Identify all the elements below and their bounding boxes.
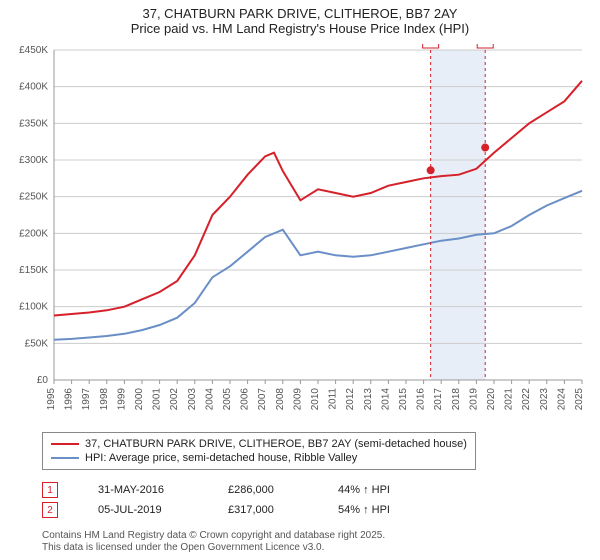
svg-text:2007: 2007 [257,388,268,411]
chart-title-2: Price paid vs. HM Land Registry's House … [0,21,600,36]
svg-text:2013: 2013 [363,388,374,411]
marker-delta-2: 54% ↑ HPI [338,504,428,516]
legend-box: 37, CHATBURN PARK DRIVE, CLITHEROE, BB7 … [42,432,476,470]
marker-row-2: 2 05-JUL-2019 £317,000 54% ↑ HPI [42,500,428,520]
svg-text:2025: 2025 [574,388,585,411]
svg-text:2024: 2024 [556,388,567,411]
svg-text:2017: 2017 [433,388,444,411]
svg-text:£450K: £450K [19,45,48,56]
marker-date-2: 05-JUL-2019 [98,504,188,516]
svg-text:2009: 2009 [292,388,303,411]
svg-text:2005: 2005 [222,388,233,411]
svg-text:2020: 2020 [486,388,497,411]
marker-price-1: £286,000 [228,484,298,496]
svg-text:£200K: £200K [19,228,48,239]
svg-text:£50K: £50K [25,338,49,349]
svg-text:2015: 2015 [398,388,409,411]
svg-text:1999: 1999 [116,388,127,411]
chart-title-1: 37, CHATBURN PARK DRIVE, CLITHEROE, BB7 … [0,6,600,21]
chart-svg: £0 £50K £100K £150K £200K £250K £300K £350K £400… [0,44,600,424]
marker-table: 1 31-MAY-2016 £286,000 44% ↑ HPI 2 05-JU… [42,480,428,520]
svg-text:2002: 2002 [169,388,180,411]
svg-text:2022: 2022 [521,388,532,411]
svg-text:2006: 2006 [240,388,251,411]
svg-text:2016: 2016 [416,388,427,411]
svg-text:2004: 2004 [204,388,215,411]
svg-text:1998: 1998 [99,388,110,411]
chart-container: 37, CHATBURN PARK DRIVE, CLITHEROE, BB7 … [0,0,600,560]
svg-text:1995: 1995 [46,388,57,411]
marker-index-1: 1 [42,482,58,498]
svg-text:£350K: £350K [19,118,48,129]
svg-text:£100K: £100K [19,302,48,313]
legend-label-hpi: HPI: Average price, semi-detached house,… [85,452,357,464]
svg-text:1997: 1997 [81,388,92,411]
marker-index-2: 2 [42,502,58,518]
svg-text:2019: 2019 [468,388,479,411]
legend-row-2: HPI: Average price, semi-detached house,… [51,451,467,465]
svg-text:2003: 2003 [187,388,198,411]
svg-text:2021: 2021 [504,388,515,411]
legend-label-price: 37, CHATBURN PARK DRIVE, CLITHEROE, BB7 … [85,438,467,450]
marker-row-1: 1 31-MAY-2016 £286,000 44% ↑ HPI [42,480,428,500]
svg-text:£400K: £400K [19,82,48,93]
svg-text:1996: 1996 [64,388,75,411]
svg-text:£250K: £250K [19,192,48,203]
svg-text:£300K: £300K [19,155,48,166]
footer-line-2: This data is licensed under the Open Gov… [42,542,385,554]
marker-price-2: £317,000 [228,504,298,516]
marker-date-1: 31-MAY-2016 [98,484,188,496]
legend-row-1: 37, CHATBURN PARK DRIVE, CLITHEROE, BB7 … [51,437,467,451]
svg-text:2: 2 [482,44,488,47]
chart-titles: 37, CHATBURN PARK DRIVE, CLITHEROE, BB7 … [0,0,600,36]
footer-line-1: Contains HM Land Registry data © Crown c… [42,530,385,542]
svg-text:1: 1 [428,44,434,47]
svg-text:2018: 2018 [451,388,462,411]
svg-text:2000: 2000 [134,388,145,411]
svg-text:£0: £0 [37,375,49,386]
svg-text:2023: 2023 [539,388,550,411]
svg-text:2010: 2010 [310,388,321,411]
svg-text:£150K: £150K [19,265,48,276]
legend-swatch-price [51,443,79,445]
svg-text:2001: 2001 [152,388,163,411]
footer-attribution: Contains HM Land Registry data © Crown c… [42,530,385,554]
legend-swatch-hpi [51,457,79,459]
svg-text:2008: 2008 [275,388,286,411]
svg-text:2011: 2011 [328,388,339,410]
svg-text:2014: 2014 [380,388,391,411]
chart-area: £0 £50K £100K £150K £200K £250K £300K £350K £400… [0,44,600,424]
svg-text:2012: 2012 [345,388,356,411]
marker-delta-1: 44% ↑ HPI [338,484,428,496]
